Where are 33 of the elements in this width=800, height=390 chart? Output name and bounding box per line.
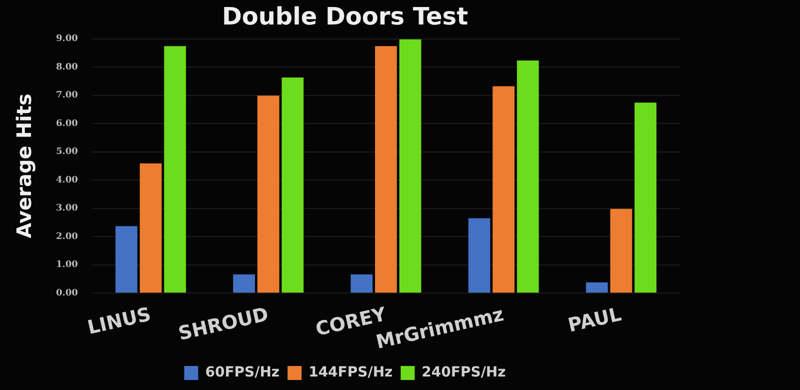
bar bbox=[468, 218, 490, 293]
y-tick-label: 9.00 bbox=[56, 34, 78, 44]
bar bbox=[492, 86, 515, 293]
bar bbox=[634, 102, 656, 293]
y-tick-label: 2.00 bbox=[56, 232, 78, 242]
y-tick-label: 0.00 bbox=[56, 288, 78, 298]
chart-title: Double Doors Test bbox=[222, 2, 468, 31]
legend-label: 60FPS/Hz bbox=[205, 364, 280, 381]
bar bbox=[399, 39, 422, 293]
bar bbox=[115, 226, 138, 293]
bar bbox=[350, 274, 373, 293]
bar bbox=[610, 208, 632, 293]
y-tick-label: 7.00 bbox=[56, 90, 78, 101]
x-tick-label: SHROUD bbox=[176, 303, 271, 346]
y-tick-label: 8.00 bbox=[56, 62, 78, 72]
y-axis-title: Average Hits bbox=[12, 94, 36, 238]
x-tick-label: LINUS bbox=[86, 303, 153, 340]
bar bbox=[516, 60, 539, 293]
bar bbox=[140, 163, 162, 293]
bar bbox=[375, 46, 397, 293]
y-tick-label: 3.00 bbox=[56, 204, 78, 214]
y-tick-label: 4.00 bbox=[56, 175, 78, 186]
bar bbox=[282, 78, 304, 293]
bar bbox=[164, 46, 186, 293]
legend-label: 240FPS/Hz bbox=[422, 364, 506, 381]
bar bbox=[233, 274, 255, 293]
x-tick-label: PAUL bbox=[566, 303, 624, 337]
bar bbox=[257, 96, 280, 293]
legend-label: 144FPS/Hz bbox=[308, 364, 393, 381]
y-tick-label: 5.00 bbox=[56, 147, 78, 158]
bar bbox=[586, 282, 608, 293]
y-tick-label: 6.00 bbox=[56, 118, 78, 129]
y-tick-label: 1.00 bbox=[56, 260, 78, 270]
